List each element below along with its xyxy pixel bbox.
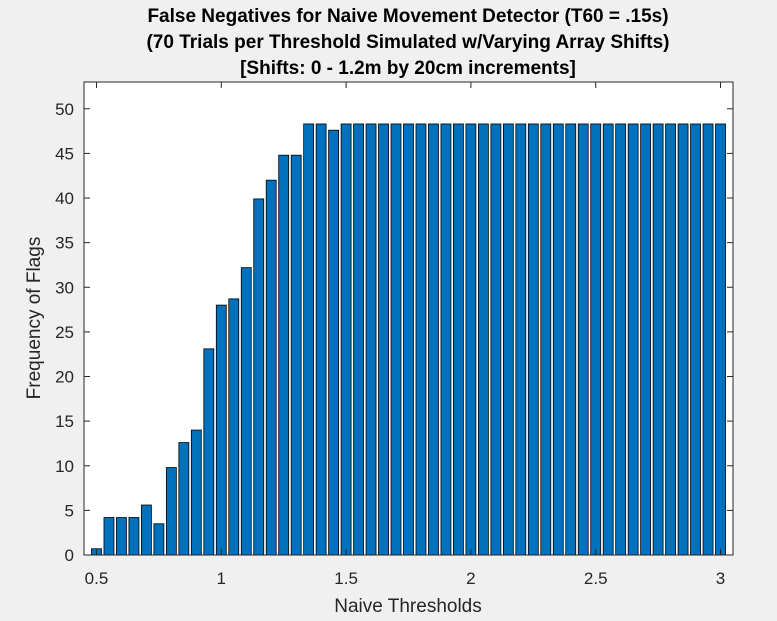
y-tick-label: 25 [55, 323, 74, 342]
bar [190, 429, 202, 556]
bar [290, 154, 302, 556]
x-tick-label: 1 [217, 569, 226, 588]
bar [315, 123, 327, 556]
bar [265, 179, 277, 556]
y-tick-label: 20 [55, 368, 74, 387]
bar [403, 123, 414, 556]
bar [203, 348, 215, 556]
y-tick-label: 50 [55, 100, 74, 119]
bar [615, 123, 627, 556]
bar [715, 123, 726, 556]
bar [652, 123, 664, 556]
x-tick-label: 2.5 [584, 569, 608, 588]
y-tick-label: 35 [55, 234, 74, 253]
bar [477, 123, 489, 556]
x-axis-label: Naive Thresholds [334, 596, 482, 617]
bar [428, 123, 439, 556]
bar [665, 123, 676, 556]
y-tick-label: 10 [55, 457, 74, 476]
y-tick-label: 40 [55, 189, 74, 208]
bar [116, 517, 127, 556]
bar [702, 123, 714, 556]
bar [602, 123, 614, 556]
bar [253, 198, 265, 556]
axes-box [83, 81, 734, 556]
bar [415, 123, 427, 556]
bar [677, 123, 689, 556]
bar [577, 123, 589, 556]
bar [515, 123, 527, 556]
chart-title-line-1: False Negatives for Naive Movement Detec… [147, 6, 668, 27]
bar [178, 442, 190, 556]
y-tick-label: 45 [55, 144, 74, 163]
bar [552, 123, 564, 556]
y-tick-label: 15 [55, 412, 74, 431]
bar [128, 517, 140, 556]
bar [590, 123, 602, 556]
bar [103, 517, 115, 556]
bar [390, 123, 402, 556]
bar [453, 123, 464, 556]
bar [627, 123, 639, 556]
bar [278, 154, 290, 556]
y-tick-label: 30 [55, 278, 74, 297]
x-tick-label: 3 [716, 569, 725, 588]
bar [465, 123, 477, 556]
bar [378, 123, 389, 556]
bar [565, 123, 577, 556]
bar [540, 123, 552, 556]
bar [240, 267, 252, 556]
bar [440, 123, 452, 556]
chart-title-line-3: [Shifts: 0 - 1.2m by 20cm increments] [240, 58, 576, 79]
bar [490, 123, 502, 556]
bar [141, 504, 152, 556]
bar [328, 129, 339, 556]
bar [353, 123, 364, 556]
x-tick-label: 1.5 [334, 569, 358, 588]
bar [365, 123, 377, 556]
bar [640, 123, 652, 556]
x-tick-label: 0.5 [85, 569, 109, 588]
y-tick-label: 0 [65, 546, 74, 565]
y-tick-label: 5 [65, 501, 74, 520]
bar [303, 123, 315, 556]
bar [527, 123, 539, 556]
bar [165, 467, 177, 556]
y-axis-ticks: 0 5 10 15 20 25 30 35 40 45 50 [55, 100, 733, 565]
x-tick-label: 2 [466, 569, 475, 588]
bar [153, 523, 165, 556]
bar [340, 123, 352, 556]
bar [502, 123, 514, 556]
axes-frame [83, 81, 734, 556]
bar [215, 304, 227, 556]
chart-title-line-2: (70 Trials per Threshold Simulated w/Var… [146, 32, 669, 53]
bar [690, 123, 701, 556]
y-axis-label: Frequency of Flags [24, 237, 45, 400]
bar [228, 298, 240, 556]
x-axis-ticks: 0.5 1 1.5 2 2.5 3 [85, 82, 725, 588]
